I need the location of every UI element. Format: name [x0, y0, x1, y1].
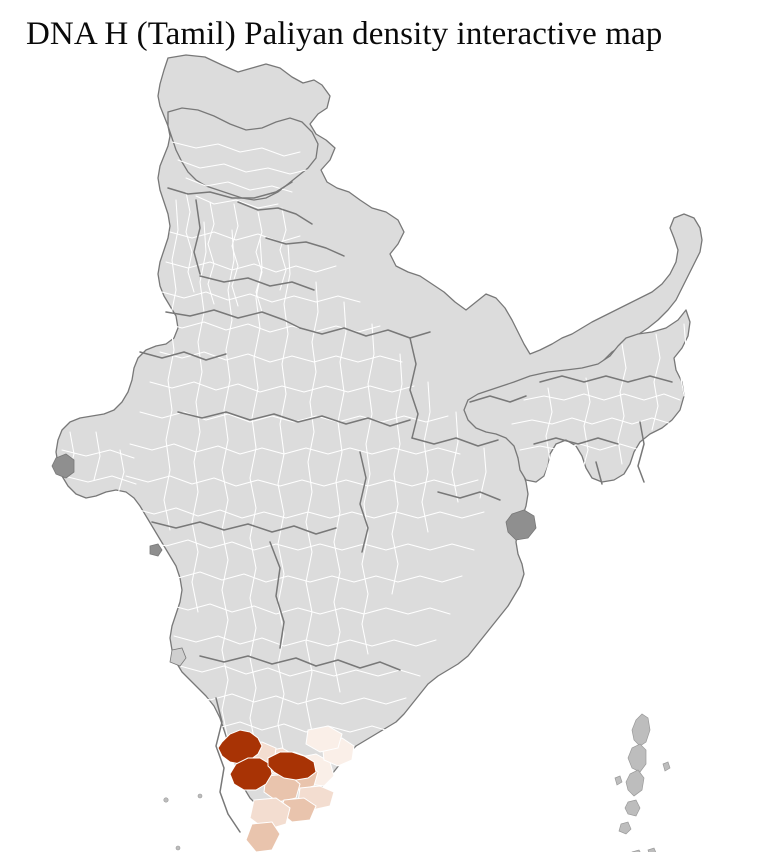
state-line-ne-wb [469, 395, 527, 403]
india-map-svg[interactable] [0, 52, 780, 852]
highlighted-districts-layer[interactable] [217, 725, 355, 852]
island-lakshadweep-3 [175, 845, 181, 851]
state-line-rajasthan-mp [165, 309, 301, 329]
state-line-karnataka-ap [269, 541, 285, 649]
region-daman-diu[interactable] [149, 543, 163, 557]
island-nicobar-b [647, 847, 657, 852]
state-line-mizoram-tripura [595, 461, 603, 485]
lakshadweep-islands[interactable] [163, 793, 203, 851]
island-car-nicobar [618, 821, 632, 835]
state-line-tn-ap [315, 659, 401, 671]
island-middle-andaman [627, 743, 647, 773]
state-line-rajasthan-up [199, 275, 315, 291]
state-line-punjab-haryana [193, 199, 201, 275]
state-line-kerala-tn [215, 697, 241, 833]
state-line-nagaland-manipur [637, 421, 645, 483]
island-south-andaman [625, 769, 645, 797]
state-line-karnataka-tn [199, 655, 317, 667]
region-tirunelveli[interactable] [249, 797, 291, 831]
region-jammu-kashmir[interactable] [167, 107, 319, 201]
region-south-tn-fill-b[interactable] [305, 725, 343, 753]
state-line-maharashtra-karnataka [151, 521, 337, 535]
state-line-assam-meghalaya [533, 437, 619, 445]
island-nicobar-a [631, 849, 641, 852]
region-goa[interactable] [169, 647, 187, 667]
region-india-mainland[interactable] [55, 54, 703, 815]
island-lakshadweep-2 [197, 793, 203, 799]
jammu-kashmir-region [167, 107, 319, 201]
state-line-odisha-chhattisgarh [359, 451, 369, 553]
island-little-andaman [624, 799, 641, 817]
india-mainland-base [55, 54, 703, 815]
region-idukki[interactable] [217, 729, 263, 765]
state-line-himachal-uttarakhand [237, 201, 313, 225]
india-map-canvas[interactable] [0, 52, 780, 852]
island-tiny-east [662, 761, 671, 772]
region-theni[interactable] [229, 757, 273, 791]
state-line-jk-himachal [167, 181, 293, 199]
special-shaded-regions [51, 453, 537, 667]
island-lakshadweep-1 [163, 797, 169, 803]
state-line-uttarakhand-up [265, 237, 345, 257]
region-madurai[interactable] [267, 751, 317, 781]
state-line-wb-odisha [437, 491, 501, 501]
island-tiny-west [614, 775, 623, 786]
state-line-up-bihar [409, 337, 419, 439]
andaman-nicobar-islands[interactable] [614, 713, 671, 852]
region-sundarbans[interactable] [505, 509, 537, 541]
state-line-bihar-jharkhand [411, 437, 499, 447]
state-line-gujarat-rajasthan [139, 351, 227, 361]
page-title: DNA H (Tamil) Paliyan density interactiv… [26, 16, 663, 52]
region-kutch-rann[interactable] [51, 453, 75, 479]
state-line-mp-maharashtra [177, 411, 411, 427]
region-kanniyakumari[interactable] [245, 821, 281, 852]
island-north-andaman [631, 713, 651, 747]
state-boundaries [139, 181, 673, 833]
state-line-assam-arunachal [539, 375, 673, 383]
